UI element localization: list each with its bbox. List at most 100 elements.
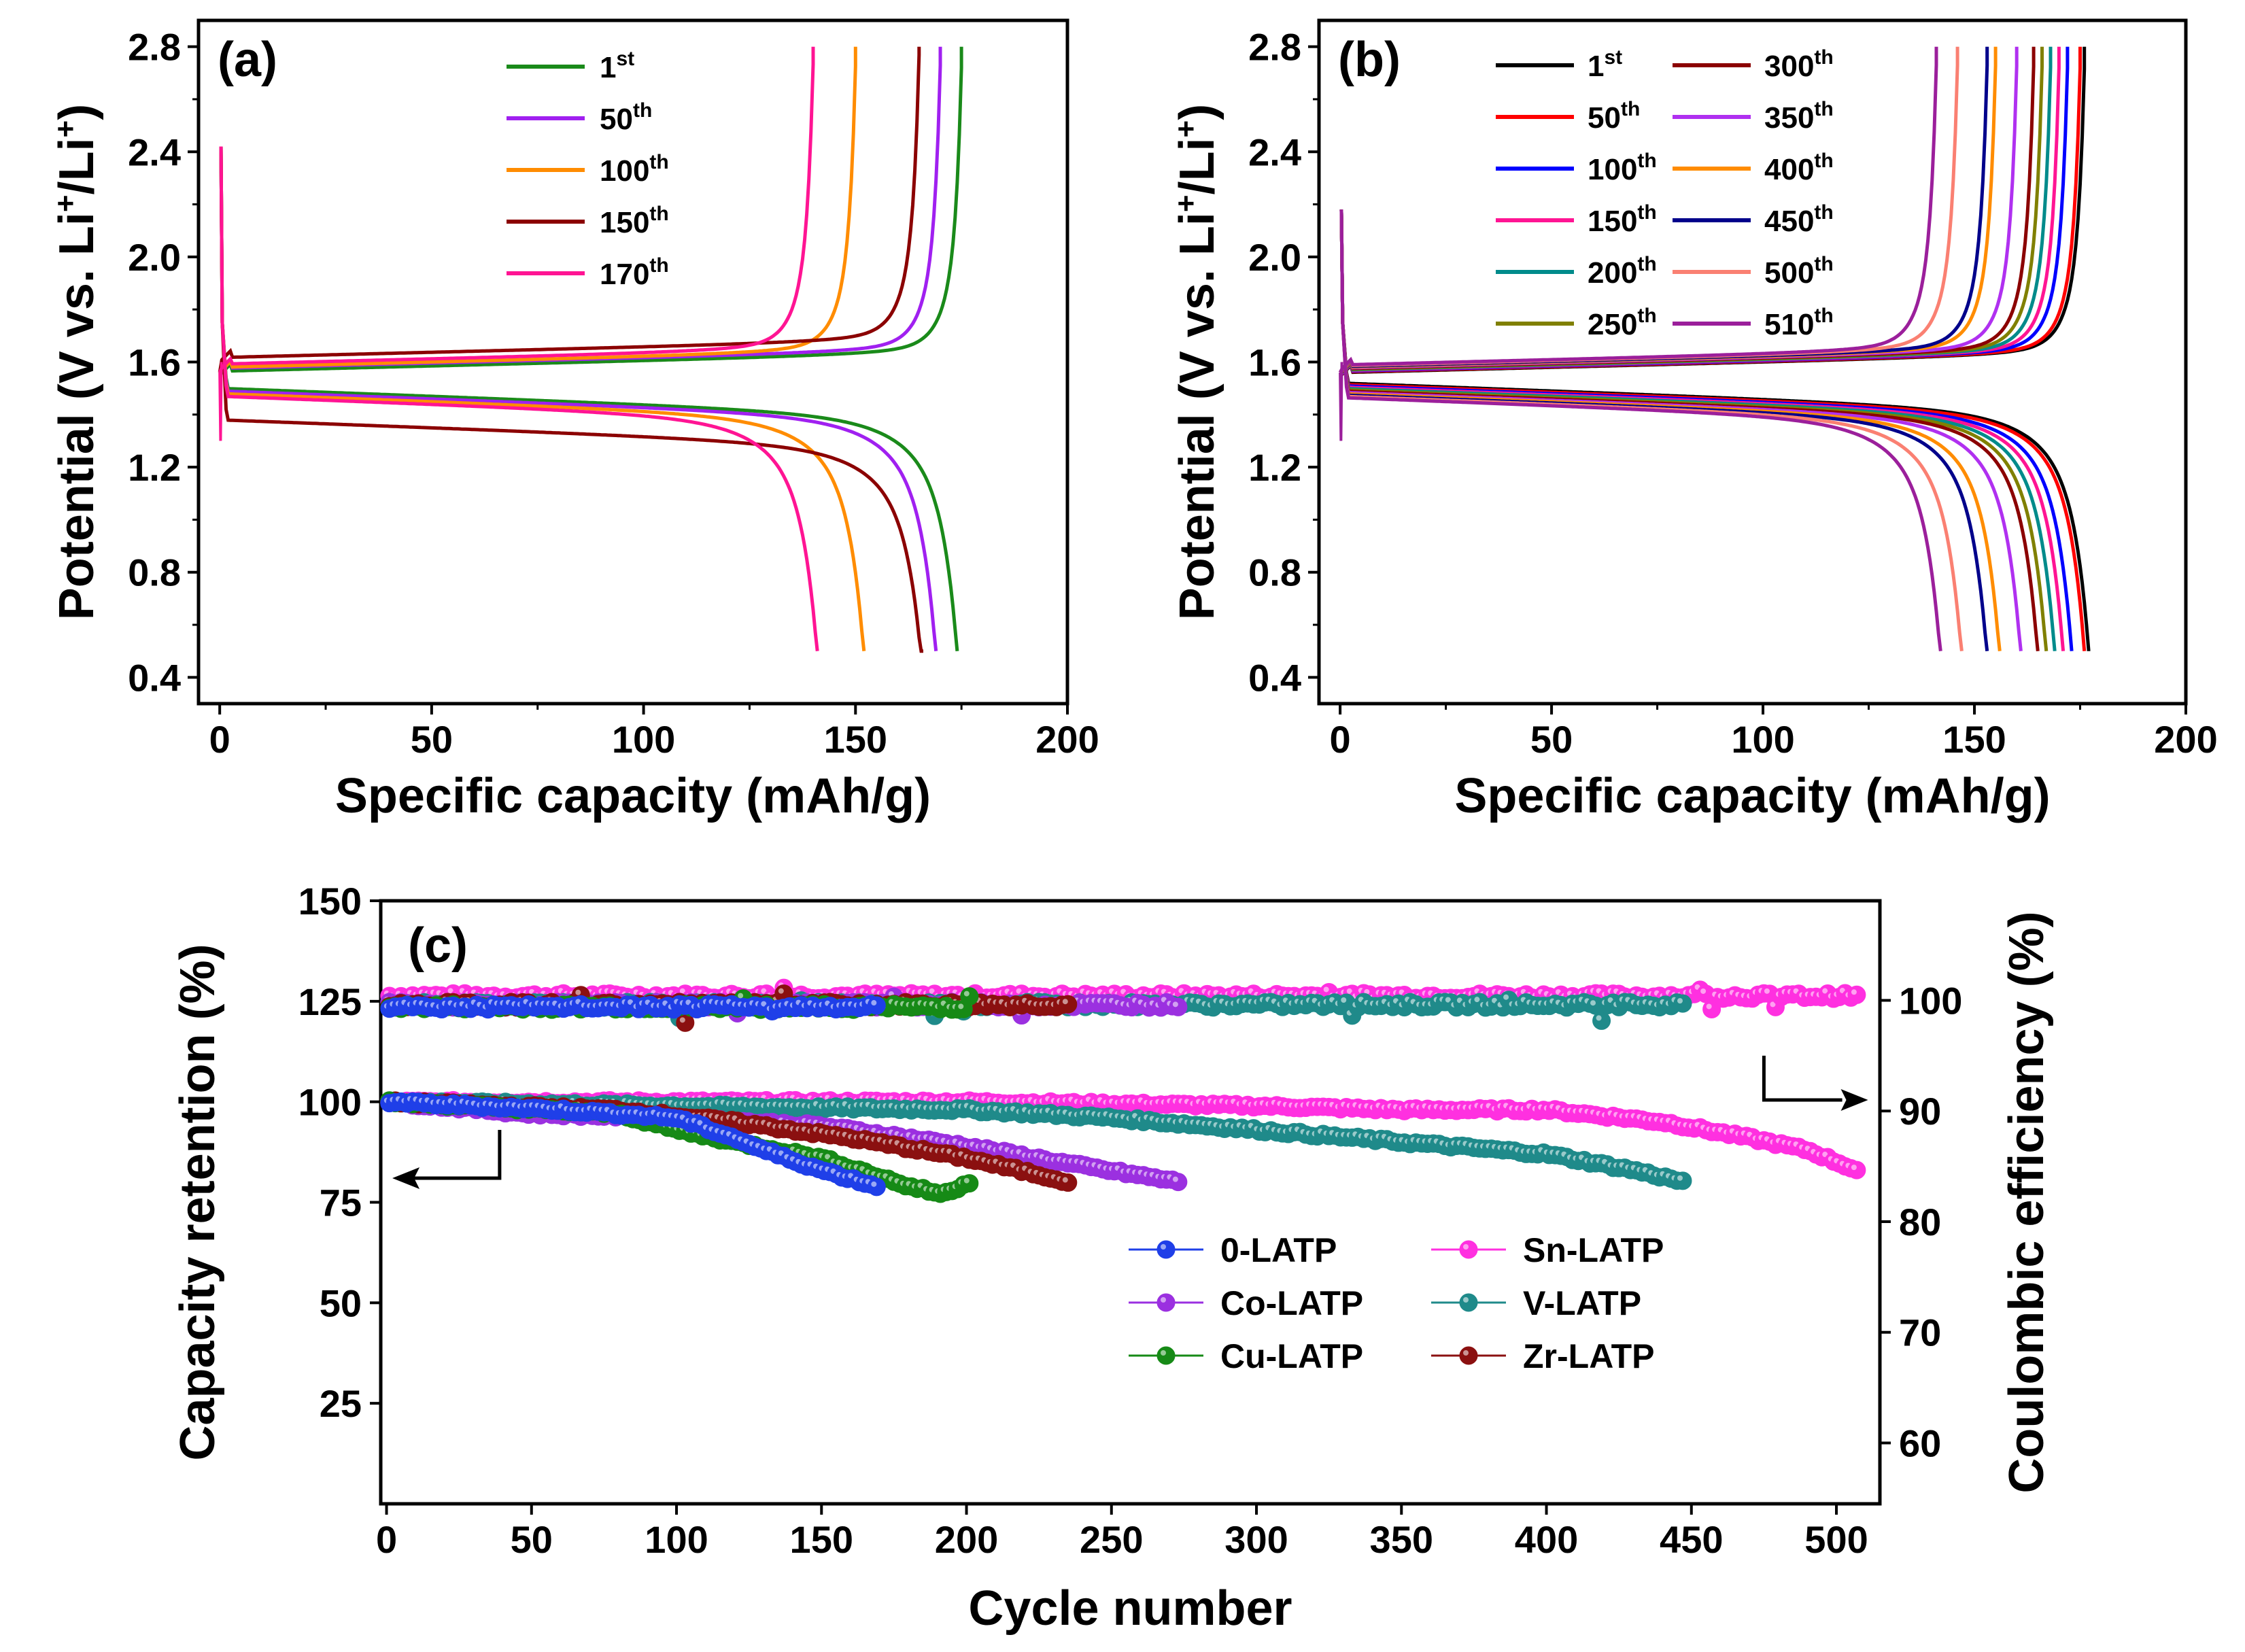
y-tick-label: 2.4 bbox=[1248, 131, 1301, 173]
charge-curve-450th bbox=[1339, 46, 1989, 374]
x-tick-label: 300 bbox=[1224, 1518, 1288, 1561]
legend-label-250-base: 250 bbox=[1588, 308, 1637, 341]
legend-label-250: 250th bbox=[1588, 305, 1657, 341]
legend-label-V-LATP: V-LATP bbox=[1523, 1284, 1641, 1322]
efficiency-point-highlight bbox=[761, 988, 767, 994]
legend-label-170-sup: th bbox=[649, 254, 668, 277]
y-tick-label: 2.4 bbox=[128, 131, 181, 173]
y-tick-label: 100 bbox=[298, 1081, 362, 1124]
retention-point bbox=[1847, 1160, 1866, 1180]
legend-label-500: 500th bbox=[1764, 253, 1834, 290]
efficiency-point bbox=[1673, 994, 1692, 1013]
y2-axis-label: Coulombic efficiency (%) bbox=[2000, 911, 2054, 1493]
charge-curve-400th bbox=[1339, 46, 1998, 374]
legend-label-50-sup: th bbox=[1621, 98, 1640, 120]
legend-label-50: 50th bbox=[1588, 98, 1640, 135]
legend-label-1: 1st bbox=[1588, 46, 1622, 83]
y-axis-label-sup: + bbox=[49, 194, 82, 212]
y-tick-label: 50 bbox=[320, 1281, 362, 1324]
x-tick-label: 150 bbox=[1942, 718, 2006, 761]
y-tick-label: 150 bbox=[298, 880, 362, 923]
legend-label-50-base: 50 bbox=[600, 103, 633, 136]
efficiency-point-highlight bbox=[929, 988, 935, 994]
efficiency-point-highlight bbox=[1503, 994, 1509, 1000]
efficiency-point bbox=[960, 987, 979, 1006]
retention-point-highlight bbox=[871, 1181, 877, 1187]
x-tick-label: 50 bbox=[511, 1518, 553, 1561]
chart-panel-c: 0 50 100 150 200 250 300 350 400 450 500 25 50 75 100 1… bbox=[171, 880, 2054, 1636]
discharge-curve-50th bbox=[219, 146, 938, 651]
charge-curve-510th bbox=[1338, 46, 1938, 374]
retention-point-highlight bbox=[963, 1177, 970, 1184]
legend-label-150-base: 150 bbox=[600, 206, 649, 239]
efficiency-point-highlight bbox=[1700, 988, 1707, 994]
panel-label: (c) bbox=[408, 918, 468, 973]
y-tick-label: 0.4 bbox=[1248, 656, 1301, 699]
discharge-curve-250th bbox=[1339, 209, 2049, 651]
legend-marker-0-LATP bbox=[1156, 1240, 1176, 1259]
efficiency-point-highlight bbox=[963, 991, 970, 997]
efficiency-point bbox=[867, 996, 886, 1015]
x-tick-label: 150 bbox=[790, 1518, 853, 1561]
legend-marker-Co-LATP bbox=[1156, 1293, 1176, 1312]
legend-marker-Co-LATP-highlight bbox=[1161, 1297, 1166, 1303]
discharge-curve-350th bbox=[1339, 209, 2023, 651]
discharge-curve-500th bbox=[1339, 209, 1964, 651]
legend-label-350: 350th bbox=[1764, 98, 1834, 135]
legend-label-500-base: 500 bbox=[1764, 256, 1814, 290]
x-tick-label: 0 bbox=[376, 1518, 397, 1561]
legend-label-150: 150th bbox=[1588, 201, 1657, 238]
y-tick-label: 1.6 bbox=[128, 341, 181, 384]
retention-point bbox=[867, 1177, 886, 1197]
legend-label-200-base: 200 bbox=[1588, 256, 1637, 290]
y-tick-label: 0.8 bbox=[128, 551, 181, 594]
retention-point-highlight bbox=[1172, 1176, 1178, 1182]
right-axis-arrowhead bbox=[1840, 1088, 1868, 1111]
efficiency-point-highlight bbox=[1764, 988, 1770, 994]
panel-label: (a) bbox=[218, 33, 277, 87]
efficiency-point-highlight bbox=[447, 988, 453, 994]
x-tick-label: 150 bbox=[824, 718, 887, 761]
legend-label-Sn-LATP: Sn-LATP bbox=[1523, 1231, 1664, 1269]
right-axis-arrow bbox=[1762, 1055, 1843, 1102]
legend-label-100-sup: th bbox=[649, 151, 668, 173]
discharge-curve-150th bbox=[219, 146, 923, 653]
legend-label-200: 200th bbox=[1588, 253, 1657, 290]
y-tick-label: 2.8 bbox=[1248, 26, 1301, 69]
efficiency-point-highlight bbox=[1346, 988, 1352, 994]
discharge-curve-1st bbox=[219, 146, 959, 651]
legend-label-1: 1st bbox=[600, 48, 634, 84]
charge-curve-150th bbox=[218, 46, 921, 373]
efficiency-point-highlight bbox=[738, 993, 744, 999]
y-tick-label: 1.2 bbox=[128, 446, 181, 489]
x-tick-label: 250 bbox=[1080, 1518, 1143, 1561]
y-tick-label: 75 bbox=[320, 1182, 362, 1224]
legend-label-100-sup: th bbox=[1637, 150, 1656, 172]
discharge-curve-100th bbox=[219, 146, 866, 651]
y-tick-label: 2.0 bbox=[1248, 236, 1301, 279]
y-axis-label-sup: + bbox=[1169, 194, 1203, 212]
legend-label-100-base: 100 bbox=[1588, 153, 1637, 186]
y-axis-label: Potential (V vs. Li+/Li+) bbox=[49, 104, 104, 621]
discharge-curve-510th bbox=[1339, 209, 1942, 651]
x-tick-label: 100 bbox=[1731, 718, 1794, 761]
retention-point bbox=[1673, 1171, 1692, 1190]
legend-marker-Cu-LATP bbox=[1156, 1346, 1176, 1365]
legend-label-50-base: 50 bbox=[1588, 101, 1621, 135]
efficiency-point-highlight bbox=[761, 1001, 767, 1007]
x-axis-label: Specific capacity (mAh/g) bbox=[335, 769, 931, 823]
chart-panel-b: 0 50 100 150 2000.40.81.21.62.02.42.8Specifi… bbox=[1169, 18, 2218, 823]
y-tick-label: 1.2 bbox=[1248, 446, 1301, 489]
efficiency-point-highlight bbox=[679, 988, 685, 994]
series-0-LATP bbox=[380, 995, 886, 1197]
left-axis-arrow bbox=[404, 1130, 502, 1180]
x-tick-label: 500 bbox=[1804, 1518, 1868, 1561]
legend-label-510: 510th bbox=[1764, 305, 1834, 341]
initial-dip bbox=[1339, 362, 1343, 441]
retention-point-highlight bbox=[825, 1154, 831, 1160]
y2-tick-label: 60 bbox=[1899, 1422, 1941, 1464]
legend-label-Zr-LATP: Zr-LATP bbox=[1523, 1337, 1654, 1375]
x-tick-label: 50 bbox=[411, 718, 453, 761]
retention-point-highlight bbox=[697, 1120, 703, 1126]
x-tick-label: 0 bbox=[209, 718, 230, 761]
